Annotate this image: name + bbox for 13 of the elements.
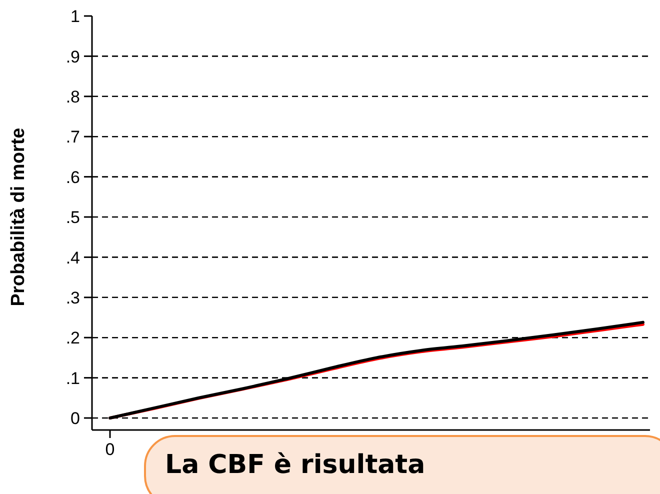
y-tick-label: .1 — [66, 368, 80, 388]
y-tick-label: .2 — [66, 328, 80, 348]
y-tick-label: .5 — [66, 208, 80, 228]
y-tick-label: 0 — [70, 409, 80, 428]
y-tick-label: .8 — [66, 88, 80, 107]
y-tick-label: .4 — [66, 248, 80, 268]
y-axis-title: Probabilità di morte — [8, 128, 29, 306]
y-tick-label: .7 — [66, 128, 80, 147]
text: La CBF è risultata — [165, 450, 426, 480]
y-tick-label: .3 — [66, 288, 80, 308]
y-tick-label: 1 — [70, 7, 80, 26]
y-tick-label: .6 — [66, 168, 80, 187]
y-tick-label: .9 — [66, 47, 80, 66]
